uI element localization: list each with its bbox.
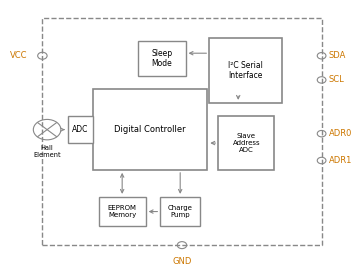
Text: EEPROM
Memory: EEPROM Memory	[108, 205, 136, 218]
Text: Charge
Pump: Charge Pump	[168, 205, 193, 218]
Bar	[218, 116, 274, 170]
Bar	[209, 38, 282, 103]
Bar	[99, 197, 146, 226]
Text: Sleep
Mode: Sleep Mode	[151, 49, 173, 68]
Text: GND: GND	[172, 257, 192, 266]
Text: Digital Controller: Digital Controller	[114, 125, 186, 134]
Bar	[160, 197, 200, 226]
Bar	[93, 89, 207, 170]
Text: Hall
Element: Hall Element	[33, 145, 61, 158]
Text: ADR1: ADR1	[329, 156, 352, 165]
Text: SCL: SCL	[329, 75, 345, 85]
Bar	[138, 41, 186, 76]
Bar	[42, 18, 322, 245]
Text: VCC: VCC	[10, 51, 27, 60]
Text: ADR0: ADR0	[329, 129, 352, 138]
Text: ADC: ADC	[72, 125, 89, 134]
Text: Slave
Address
ADC: Slave Address ADC	[233, 133, 260, 153]
Bar	[68, 116, 93, 143]
Text: I²C Serial
Interface: I²C Serial Interface	[228, 61, 263, 80]
Text: SDA: SDA	[329, 51, 346, 60]
